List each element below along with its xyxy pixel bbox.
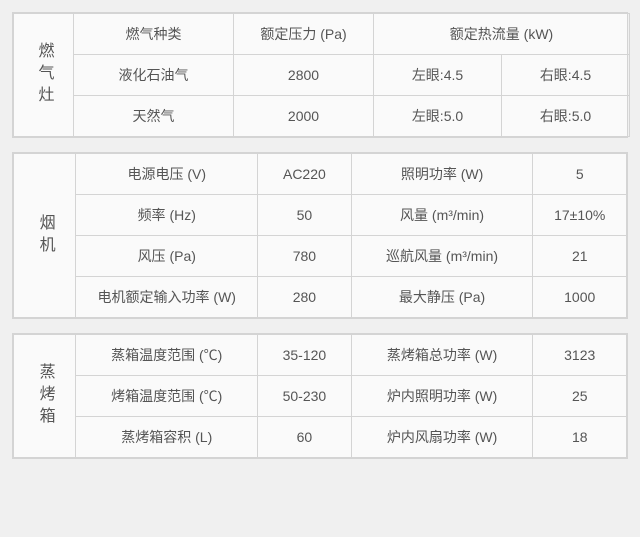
table-row: 蒸烤箱 蒸箱温度范围 (℃) 35-120 蒸烤箱总功率 (W) 3123	[14, 335, 627, 376]
cell: 35-120	[258, 335, 352, 376]
cell: 天然气	[74, 96, 234, 137]
table-row: 频率 (Hz) 50 风量 (m³/min) 17±10%	[14, 195, 627, 236]
cell: 60	[258, 417, 352, 458]
cell: 17±10%	[533, 195, 627, 236]
cell: 3123	[533, 335, 627, 376]
cell: 280	[258, 277, 352, 318]
oven-section: 蒸烤箱 蒸箱温度范围 (℃) 35-120 蒸烤箱总功率 (W) 3123 烤箱…	[12, 333, 628, 459]
cell: 风压 (Pa)	[76, 236, 258, 277]
table-row: 风压 (Pa) 780 巡航风量 (m³/min) 21	[14, 236, 627, 277]
cell: 右眼:4.5	[502, 55, 630, 96]
table-row: 电机额定输入功率 (W) 280 最大静压 (Pa) 1000	[14, 277, 627, 318]
table-row: 液化石油气 2800 左眼:4.5 右眼:4.5	[14, 55, 630, 96]
oven-label: 蒸烤箱	[14, 335, 76, 458]
cell: 1000	[533, 277, 627, 318]
cell: 2000	[234, 96, 374, 137]
col-header: 额定压力 (Pa)	[234, 14, 374, 55]
table-row: 烟机 电源电压 (V) AC220 照明功率 (W) 5	[14, 154, 627, 195]
stove-table: 燃气灶 燃气种类 额定压力 (Pa) 额定热流量 (kW) 液化石油气 2800…	[13, 13, 630, 137]
cell: 烤箱温度范围 (℃)	[76, 376, 258, 417]
cell: 电机额定输入功率 (W)	[76, 277, 258, 318]
cell: 炉内照明功率 (W)	[351, 376, 533, 417]
cell: 巡航风量 (m³/min)	[351, 236, 533, 277]
cell: 25	[533, 376, 627, 417]
cell: 蒸烤箱总功率 (W)	[351, 335, 533, 376]
table-row: 燃气灶 燃气种类 额定压力 (Pa) 额定热流量 (kW)	[14, 14, 630, 55]
cell: 频率 (Hz)	[76, 195, 258, 236]
cell: 蒸烤箱容积 (L)	[76, 417, 258, 458]
col-header: 燃气种类	[74, 14, 234, 55]
oven-table: 蒸烤箱 蒸箱温度范围 (℃) 35-120 蒸烤箱总功率 (W) 3123 烤箱…	[13, 334, 627, 458]
table-row: 蒸烤箱容积 (L) 60 炉内风扇功率 (W) 18	[14, 417, 627, 458]
cell: 50-230	[258, 376, 352, 417]
cell: 2800	[234, 55, 374, 96]
hood-label: 烟机	[14, 154, 76, 318]
stove-section: 燃气灶 燃气种类 额定压力 (Pa) 额定热流量 (kW) 液化石油气 2800…	[12, 12, 628, 138]
cell: 21	[533, 236, 627, 277]
cell: 蒸箱温度范围 (℃)	[76, 335, 258, 376]
cell: 780	[258, 236, 352, 277]
cell: 炉内风扇功率 (W)	[351, 417, 533, 458]
cell: 5	[533, 154, 627, 195]
cell: 液化石油气	[74, 55, 234, 96]
cell: 电源电压 (V)	[76, 154, 258, 195]
cell: 最大静压 (Pa)	[351, 277, 533, 318]
cell: 左眼:4.5	[374, 55, 502, 96]
cell: 18	[533, 417, 627, 458]
hood-section: 烟机 电源电压 (V) AC220 照明功率 (W) 5 频率 (Hz) 50 …	[12, 152, 628, 319]
cell: 50	[258, 195, 352, 236]
cell: 照明功率 (W)	[351, 154, 533, 195]
cell: AC220	[258, 154, 352, 195]
table-row: 天然气 2000 左眼:5.0 右眼:5.0	[14, 96, 630, 137]
cell: 风量 (m³/min)	[351, 195, 533, 236]
stove-label: 燃气灶	[14, 14, 74, 137]
table-row: 烤箱温度范围 (℃) 50-230 炉内照明功率 (W) 25	[14, 376, 627, 417]
cell: 右眼:5.0	[502, 96, 630, 137]
col-header: 额定热流量 (kW)	[374, 14, 630, 55]
hood-table: 烟机 电源电压 (V) AC220 照明功率 (W) 5 频率 (Hz) 50 …	[13, 153, 627, 318]
cell: 左眼:5.0	[374, 96, 502, 137]
